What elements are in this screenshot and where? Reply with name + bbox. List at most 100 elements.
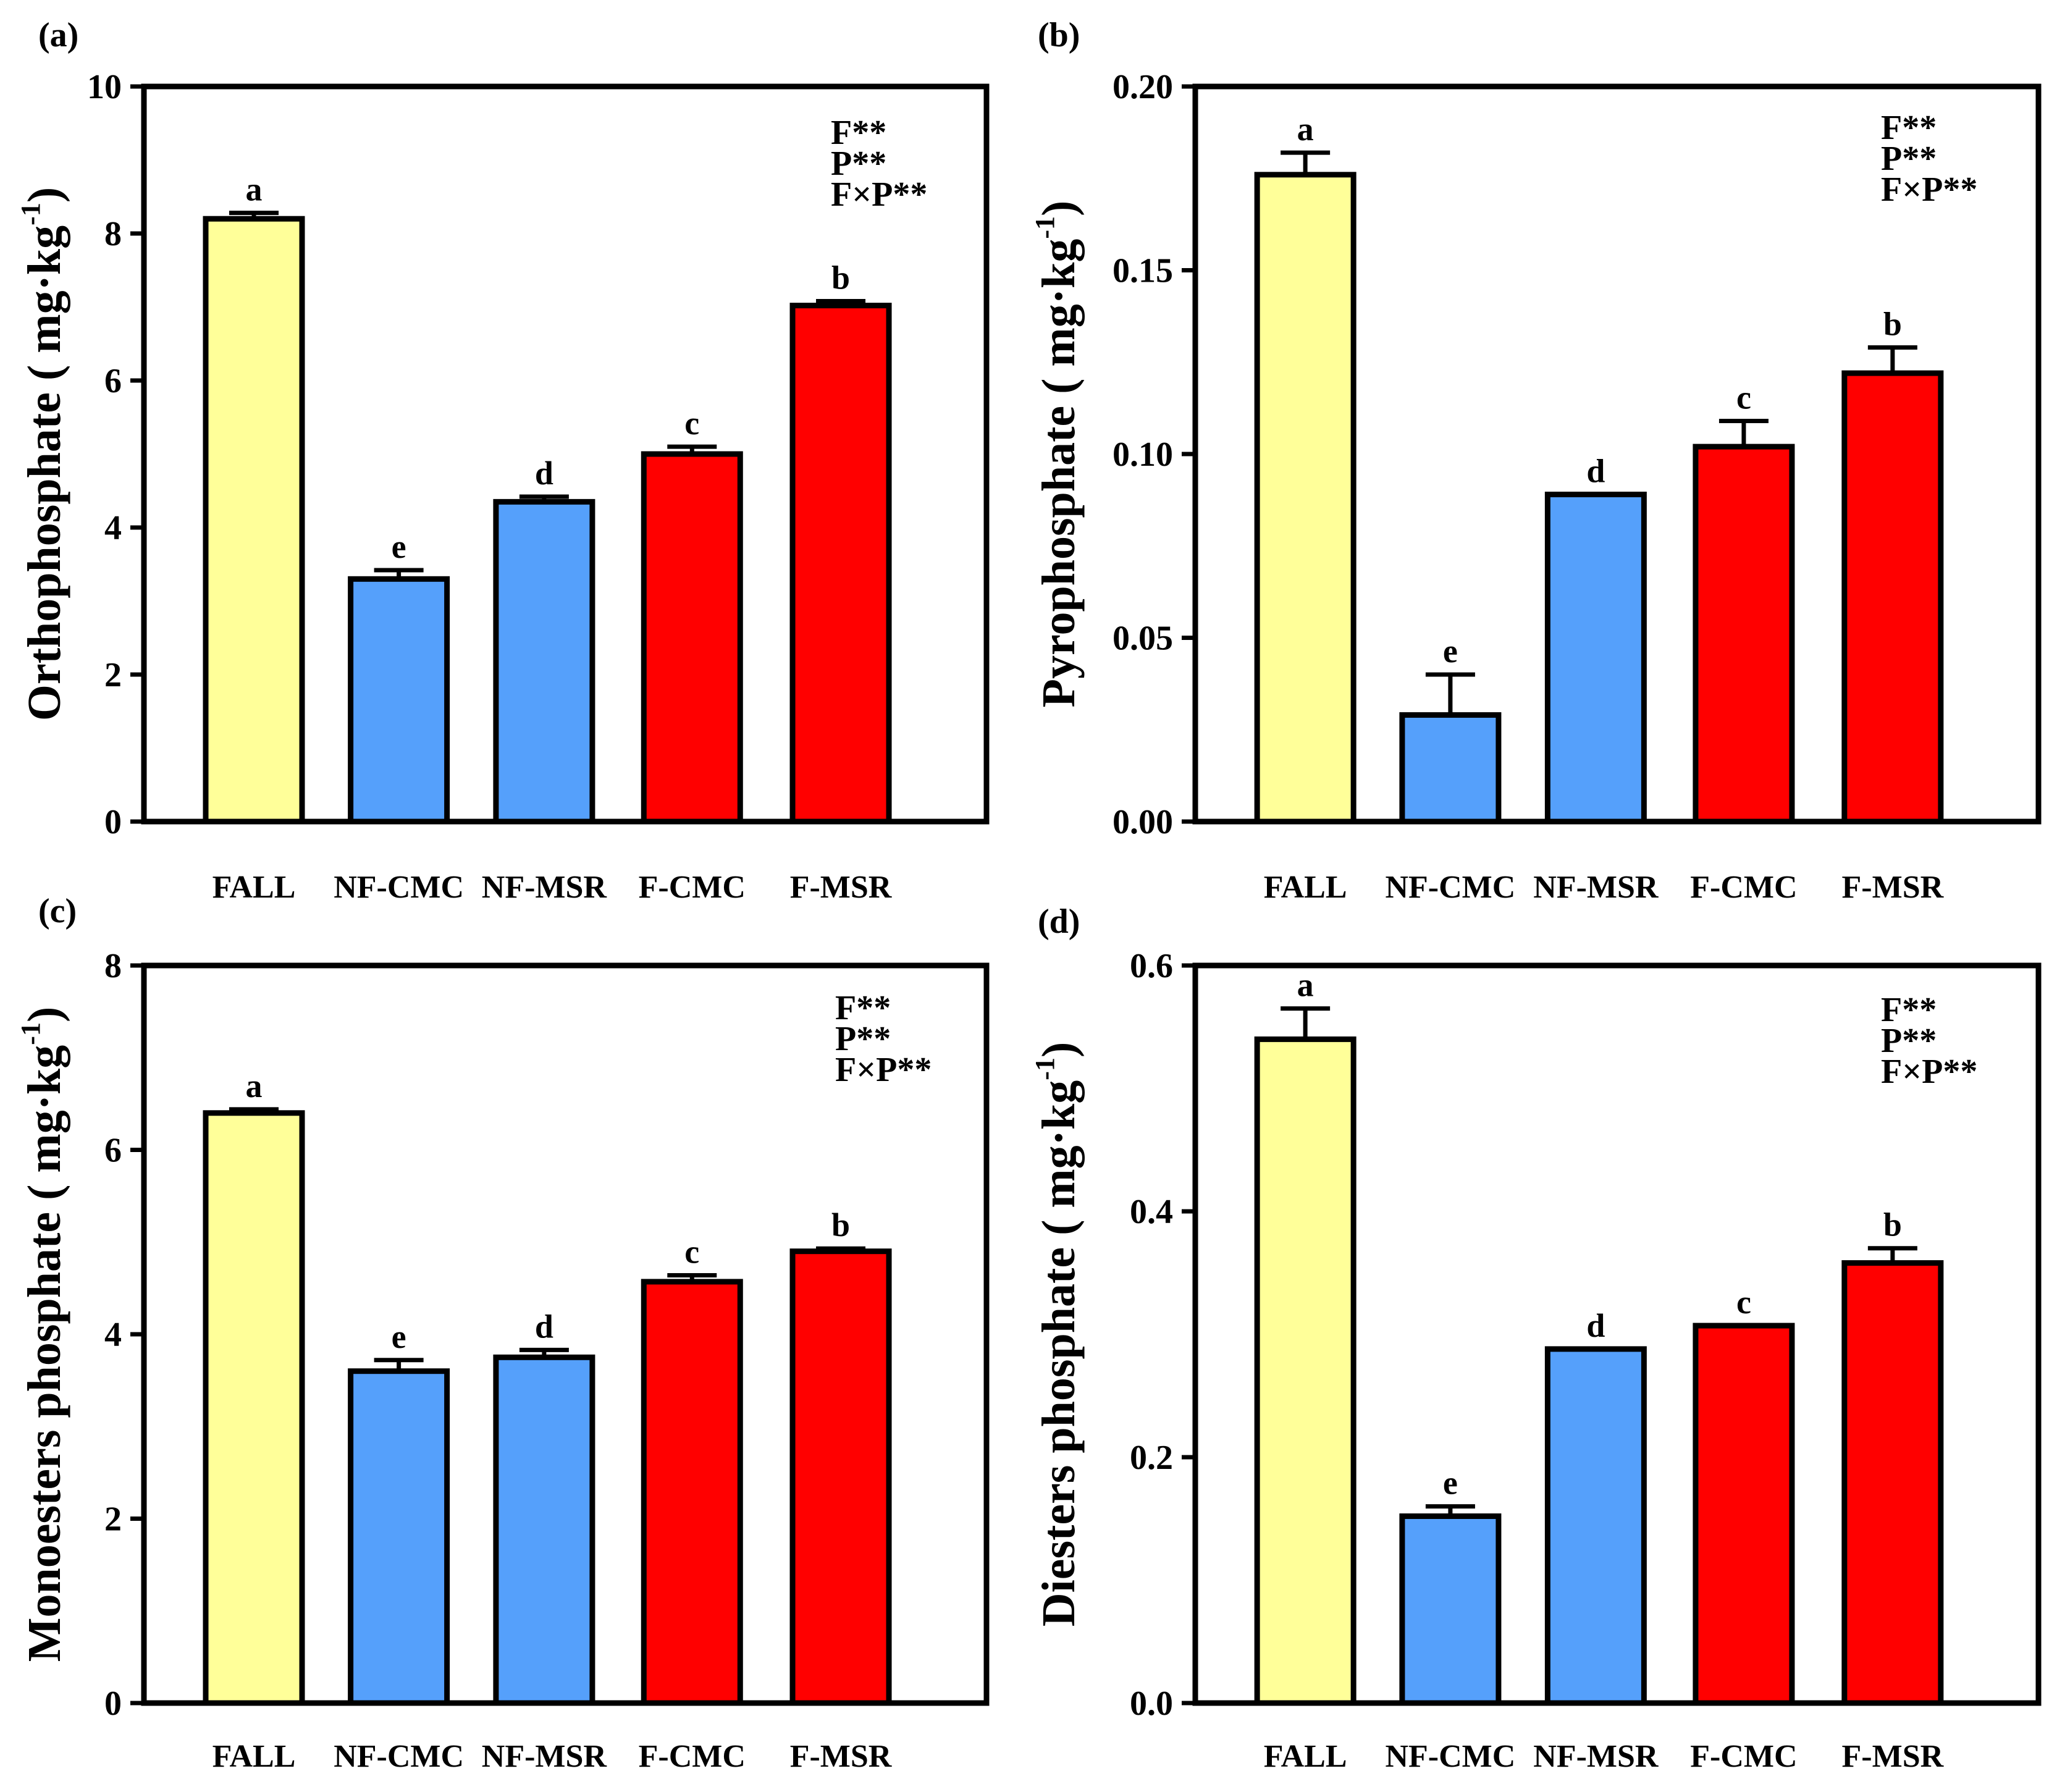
chart-panel-4: (d) 0.0 0.2 0.4 0.6 a FALL e NF-CMC d NF-MSR c F-CMC…	[1030, 902, 2042, 1774]
chart-panel-1: (a) 0 2 4 6 8 10 a FALL e NF-CMC d NF-MSR c F-CMC b F-MS…	[15, 16, 990, 905]
category-label: FALL	[1264, 1739, 1347, 1774]
significance-letter: c	[684, 1233, 699, 1270]
significance-letter: c	[1736, 1284, 1751, 1321]
bar	[1399, 712, 1502, 825]
category-label: NF-CMC	[1385, 1739, 1515, 1774]
plot-frame	[1192, 83, 2042, 825]
y-tick-label: 4	[104, 1316, 122, 1354]
significance-letter: e	[392, 528, 406, 565]
bar	[203, 1110, 305, 1706]
y-axis-label: Diesters phosphate ( mg·kg-1)	[1030, 1042, 1085, 1627]
significance-annotation: P**	[831, 145, 886, 183]
significance-annotation: F**	[1881, 109, 1937, 147]
significance-letter: d	[1586, 452, 1605, 489]
y-tick-label: 0	[104, 1685, 122, 1723]
category-label: NF-MSR	[1533, 870, 1659, 905]
significance-letter: a	[1297, 111, 1314, 148]
bar	[789, 1248, 892, 1706]
y-tick-label: 6	[104, 1132, 122, 1170]
y-tick-label: 6	[104, 362, 122, 400]
category-label: F-CMC	[1690, 1739, 1797, 1774]
significance-annotation: F**	[831, 114, 886, 152]
significance-annotation: P**	[835, 1020, 891, 1058]
significance-letter: a	[1297, 967, 1314, 1004]
significance-annotation: F×P**	[831, 175, 927, 214]
significance-annotation: F×P**	[1881, 170, 1977, 209]
panel-label: (c)	[38, 892, 77, 930]
significance-letter: d	[1586, 1307, 1605, 1344]
y-tick-label: 10	[87, 68, 122, 106]
category-label: F-MSR	[790, 1739, 893, 1774]
significance-letter: b	[831, 259, 850, 296]
bar	[348, 576, 450, 825]
significance-letter: b	[1883, 305, 1902, 342]
category-label: F-MSR	[790, 870, 893, 905]
category-label: NF-CMC	[334, 1739, 464, 1774]
significance-letter: b	[1883, 1206, 1902, 1243]
category-label: NF-CMC	[334, 870, 464, 905]
y-tick-label: 0.15	[1113, 252, 1173, 290]
bar	[493, 1354, 595, 1706]
bar	[1254, 1036, 1357, 1706]
y-tick-label: 0.2	[1130, 1439, 1173, 1477]
significance-letter: a	[246, 1067, 263, 1104]
significance-letter: c	[684, 405, 699, 442]
significance-letter: d	[535, 1308, 553, 1345]
category-label: NF-MSR	[1533, 1739, 1659, 1774]
panel-label: (b)	[1038, 16, 1080, 54]
category-label: NF-MSR	[482, 1739, 608, 1774]
significance-letter: b	[831, 1206, 850, 1243]
plot-frame	[1192, 962, 2042, 1706]
category-label: FALL	[212, 1739, 296, 1774]
bar	[789, 303, 892, 825]
significance-annotation: F**	[1881, 991, 1937, 1029]
significance-annotation: P**	[1881, 140, 1937, 178]
y-tick-label: 0.10	[1113, 435, 1173, 474]
category-label: NF-MSR	[482, 870, 608, 905]
category-label: F-CMC	[1690, 870, 1797, 905]
bar	[1254, 172, 1357, 825]
significance-annotation: P**	[1881, 1022, 1937, 1060]
bar	[1841, 1260, 1944, 1706]
chart-panel-2: (b) 0.00 0.05 0.10 0.15 0.20 a FALL e NF-CMC d NF-M…	[1030, 16, 2042, 905]
y-tick-label: 2	[104, 1500, 122, 1539]
significance-annotation: F×P**	[835, 1051, 932, 1089]
y-tick-label: 0.0	[1130, 1685, 1173, 1723]
bar	[1693, 444, 1795, 825]
panel-label: (a)	[38, 16, 78, 54]
y-tick-label: 8	[104, 947, 122, 985]
bar	[1544, 491, 1647, 825]
bar	[641, 1279, 743, 1706]
category-label: F-CMC	[639, 1739, 746, 1774]
y-tick-label: 8	[104, 215, 122, 253]
category-label: FALL	[212, 870, 296, 905]
chart-panel-3: (c) 0 2 4 6 8 a FALL e NF-CMC d NF-MSR c F-CMC b F-MSR F…	[15, 892, 990, 1774]
significance-letter: d	[535, 455, 553, 492]
y-tick-label: 0.4	[1130, 1193, 1173, 1231]
y-tick-label: 4	[104, 509, 122, 547]
significance-annotation: F×P**	[1881, 1053, 1977, 1091]
bar	[1693, 1323, 1795, 1706]
y-axis-label: Monoesters phosphate ( mg·kg-1)	[15, 1007, 70, 1662]
significance-letter: e	[1443, 633, 1458, 670]
significance-annotation: F**	[835, 989, 891, 1027]
bar	[348, 1368, 450, 1706]
category-label: F-MSR	[1842, 1739, 1945, 1774]
y-tick-label: 2	[104, 656, 122, 694]
bar	[203, 216, 305, 825]
category-label: FALL	[1264, 870, 1347, 905]
y-tick-label: 0.00	[1113, 803, 1173, 841]
significance-letter: e	[1443, 1465, 1458, 1502]
y-axis-label: Pyrophosphate ( mg·kg-1)	[1030, 201, 1085, 708]
y-tick-label: 0.20	[1113, 68, 1173, 106]
y-tick-label: 0.05	[1113, 620, 1173, 658]
panel-label: (d)	[1038, 902, 1080, 941]
plot-frame	[141, 83, 990, 825]
bar	[1399, 1513, 1502, 1706]
plot-frame	[141, 962, 990, 1706]
category-label: F-CMC	[639, 870, 746, 905]
bar	[641, 451, 743, 825]
bar	[493, 498, 595, 825]
bar	[1544, 1346, 1647, 1706]
